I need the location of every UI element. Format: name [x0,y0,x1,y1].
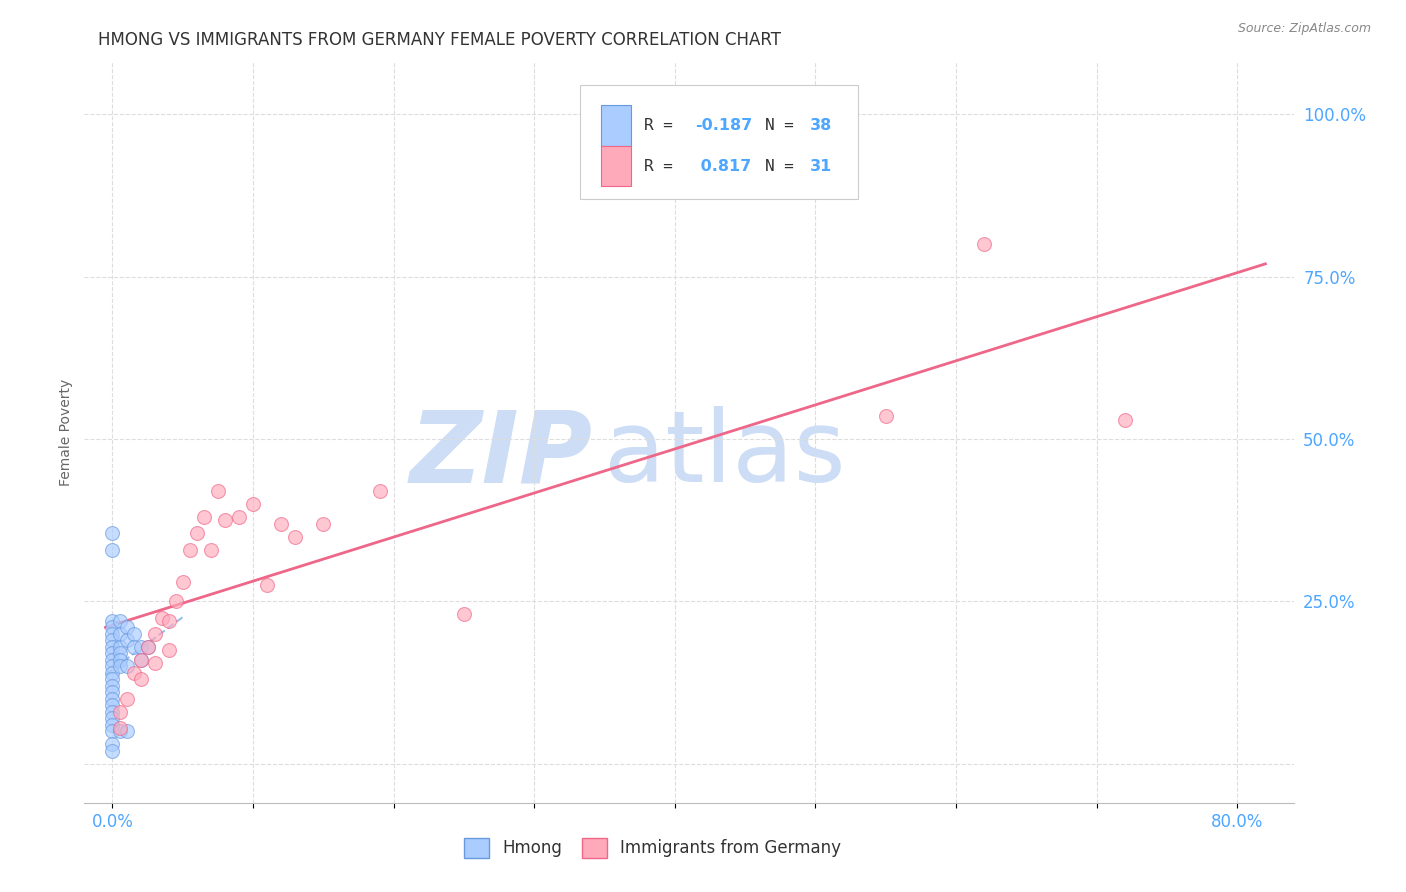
Point [136,640,159,654]
Point [228,510,250,524]
Point [115,620,138,634]
Point [129,653,152,667]
Point [101,679,124,693]
Point [172,574,194,589]
Point [101,614,124,628]
Point [108,724,131,739]
Point [193,510,215,524]
Point [101,724,124,739]
Text: N =: N = [765,159,804,174]
Point [143,627,166,641]
Point [101,665,124,680]
Point [108,721,131,735]
Point [101,647,124,661]
Point [973,237,995,252]
Bar [600,105,631,145]
Point [101,633,124,648]
Point [101,542,124,557]
Point [157,643,180,657]
Point [115,659,138,673]
Point [108,653,131,667]
Point [108,627,131,641]
Text: 31: 31 [810,159,832,174]
Bar [600,145,631,186]
Point [179,542,201,557]
Point [101,673,124,687]
Point [122,640,145,654]
Point [108,647,131,661]
Text: HMONG VS IMMIGRANTS FROM GERMANY FEMALE POVERTY CORRELATION CHART: HMONG VS IMMIGRANTS FROM GERMANY FEMALE … [98,31,782,49]
Point [1114,412,1136,426]
Point [101,653,124,667]
Point [108,640,131,654]
Text: 0.817: 0.817 [695,159,751,174]
Point [284,529,307,543]
Legend: Hmong, Immigrants from Germany: Hmong, Immigrants from Germany [457,831,848,865]
Point [122,627,145,641]
Point [115,633,138,648]
Point [101,659,124,673]
Point [875,409,897,424]
Point [136,640,159,654]
Point [122,665,145,680]
Point [453,607,475,622]
Text: R =: R = [644,159,683,174]
Point [214,513,236,527]
Text: Source: ZipAtlas.com: Source: ZipAtlas.com [1237,22,1371,36]
Point [150,611,173,625]
Point [186,526,208,541]
FancyBboxPatch shape [581,85,858,200]
Point [200,542,222,557]
Point [115,724,138,739]
Text: ZIP: ZIP [409,407,592,503]
Point [129,653,152,667]
Point [115,692,138,706]
Point [108,705,131,719]
Point [101,705,124,719]
Point [101,737,124,751]
Point [101,685,124,699]
Y-axis label: Female Poverty: Female Poverty [59,379,73,486]
Text: R =: R = [644,118,683,133]
Text: -0.187: -0.187 [695,118,752,133]
Point [101,718,124,732]
Point [101,711,124,725]
Point [108,614,131,628]
Point [256,578,278,592]
Point [207,484,229,499]
Point [101,744,124,758]
Point [165,594,187,608]
Text: 38: 38 [810,118,832,133]
Point [242,497,264,511]
Point [270,516,292,531]
Point [368,484,391,499]
Text: N =: N = [765,118,804,133]
Point [129,673,152,687]
Point [129,640,152,654]
Point [101,627,124,641]
Point [108,659,131,673]
Point [101,620,124,634]
Point [157,614,180,628]
Point [312,516,335,531]
Text: atlas: atlas [605,407,846,503]
Point [143,656,166,670]
Point [101,698,124,713]
Point [101,692,124,706]
Point [101,526,124,541]
Point [101,640,124,654]
